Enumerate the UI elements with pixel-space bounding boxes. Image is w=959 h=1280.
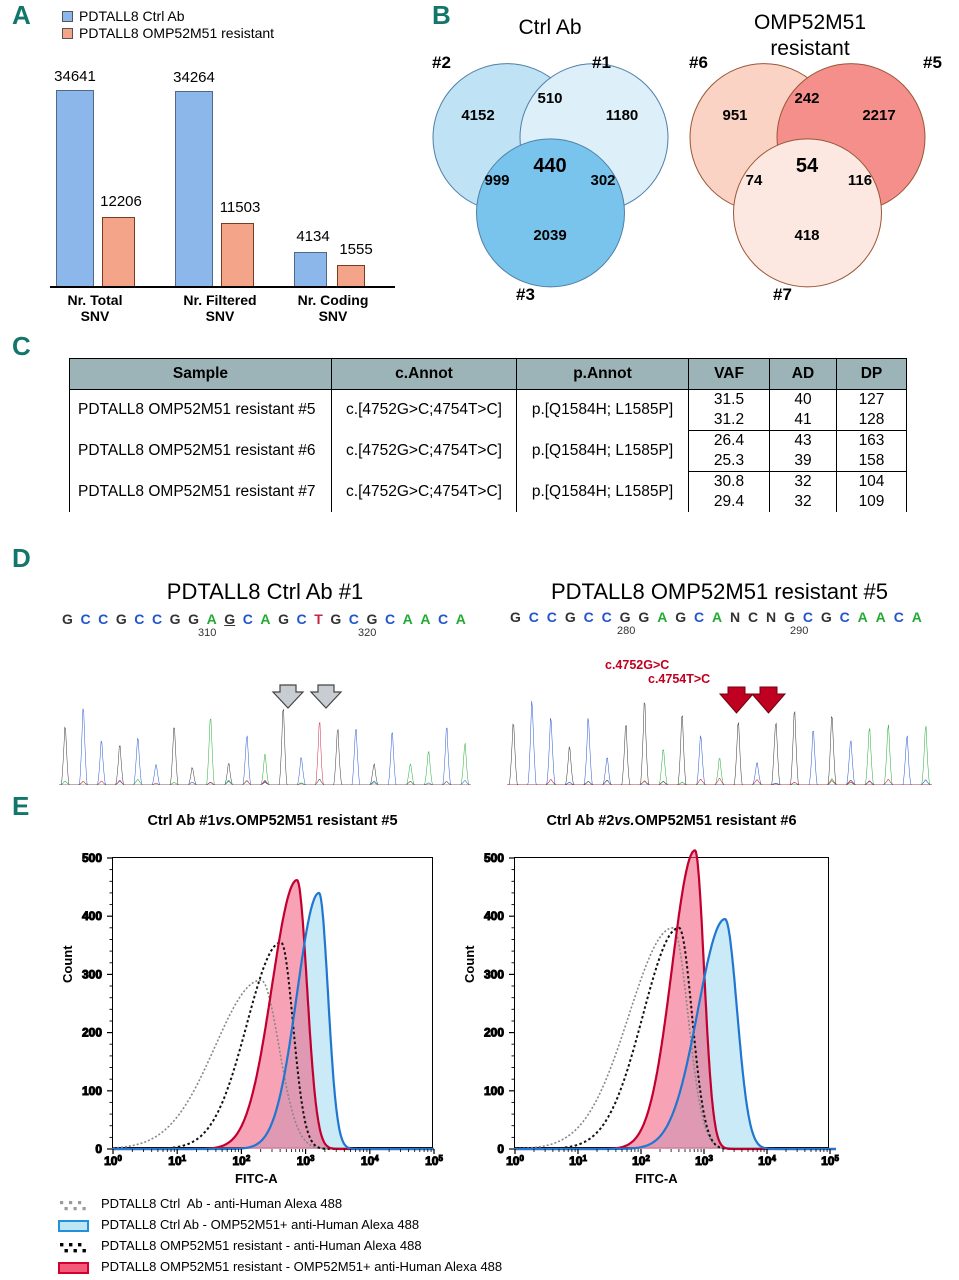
svg-text:200: 200 — [484, 1026, 504, 1040]
svg-text:104: 104 — [758, 1154, 776, 1169]
svg-text:54: 54 — [796, 155, 819, 177]
svg-text:101: 101 — [569, 1154, 587, 1169]
svg-text:105: 105 — [425, 1154, 443, 1169]
svg-text:300: 300 — [484, 967, 504, 981]
svg-text:100: 100 — [484, 1084, 504, 1098]
svg-text:400: 400 — [484, 909, 504, 923]
svg-text:105: 105 — [821, 1154, 839, 1169]
svg-text:#5: #5 — [923, 53, 942, 72]
svg-text:440: 440 — [533, 155, 566, 177]
svg-text:1180: 1180 — [606, 107, 639, 124]
svg-text:116: 116 — [848, 172, 872, 189]
svg-text:103: 103 — [695, 1154, 713, 1169]
svg-text:500: 500 — [484, 851, 504, 865]
svg-text:418: 418 — [794, 227, 819, 244]
svg-text:#2: #2 — [432, 53, 451, 72]
svg-text:999: 999 — [484, 172, 509, 189]
svg-text:2217: 2217 — [862, 107, 895, 124]
svg-text:242: 242 — [794, 90, 819, 107]
svg-text:510: 510 — [537, 90, 562, 107]
svg-text:4152: 4152 — [461, 107, 494, 124]
svg-text:302: 302 — [590, 172, 615, 189]
svg-text:#3: #3 — [516, 285, 535, 304]
svg-text:0: 0 — [497, 1142, 504, 1156]
svg-text:102: 102 — [632, 1154, 650, 1169]
svg-text:2039: 2039 — [533, 227, 566, 244]
svg-text:#7: #7 — [773, 285, 792, 304]
svg-text:100: 100 — [506, 1154, 524, 1169]
svg-text:951: 951 — [722, 107, 747, 124]
svg-text:#1: #1 — [592, 53, 611, 72]
svg-text:74: 74 — [746, 172, 763, 189]
svg-text:#6: #6 — [689, 53, 708, 72]
